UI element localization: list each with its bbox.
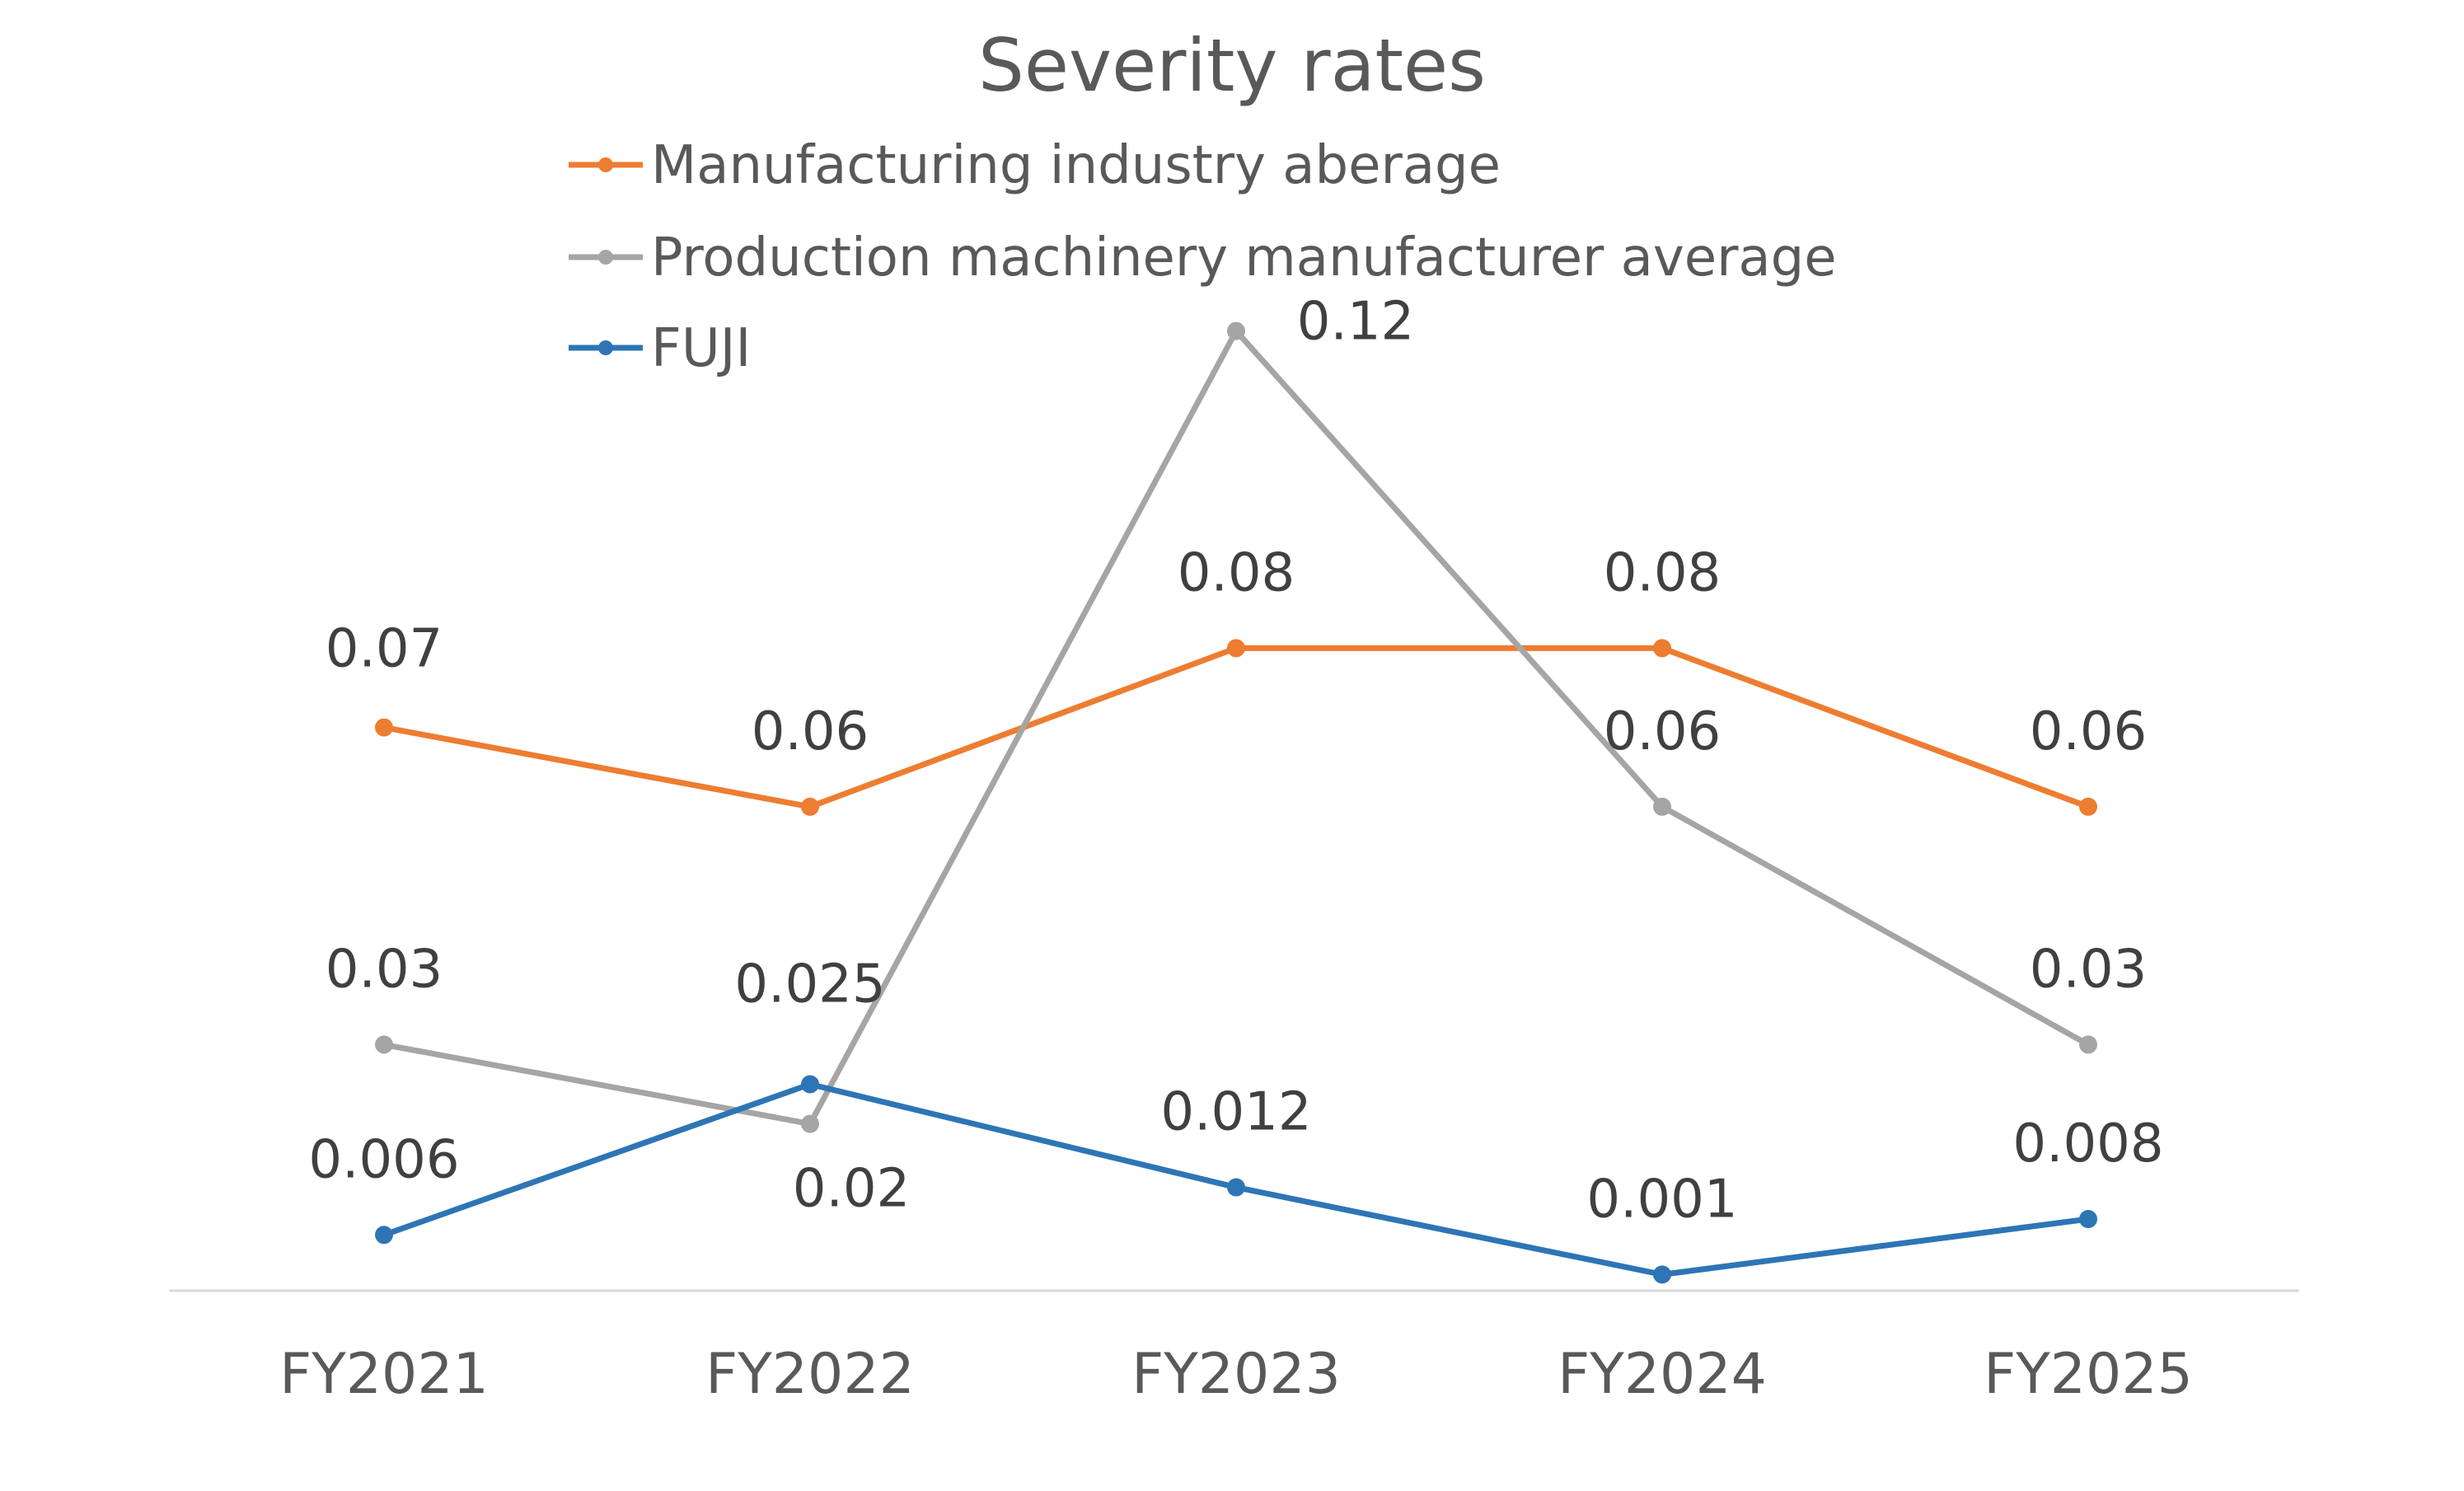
data-label: 0.08 [1604,542,1722,603]
x-tick-label: FY2025 [1984,1342,2193,1407]
data-point [801,1114,819,1133]
data-point [1653,797,1671,816]
data-point [375,718,393,737]
data-point [375,1035,393,1054]
data-point [1227,321,1245,340]
x-tick-label: FY2021 [279,1342,489,1407]
data-label: 0.02 [793,1159,911,1220]
series-line [383,328,2090,1128]
data-label: 0.06 [2030,701,2148,762]
data-label: 0.008 [2012,1114,2163,1175]
data-label: 0.03 [2030,939,2148,1000]
series-line [383,645,2090,810]
data-label: 0.03 [326,939,443,1000]
x-tick-labels: FY2021 FY2022 FY2023 FY2024 FY2025 [279,1342,2193,1407]
data-point [1653,639,1671,658]
data-point [1227,1178,1245,1197]
data-point [2079,1035,2097,1054]
legend: Manufacturing industry aberage Production… [569,135,1837,379]
data-label: 0.06 [1604,701,1722,762]
data-label: 0.006 [308,1129,459,1190]
data-point [1653,1265,1671,1284]
data-label: 0.06 [752,701,869,762]
data-point [375,1226,393,1245]
data-point [1227,639,1245,658]
data-label: 0.001 [1586,1169,1737,1230]
x-tick-label: FY2023 [1131,1342,1341,1407]
chart-title: Severity rates [978,23,1486,108]
series-1: 0.03 0.02 0.12 0.06 0.03 [326,292,2148,1220]
series-0: 0.07 0.06 0.08 0.08 0.06 [326,542,2148,816]
data-label: 0.07 [326,619,443,680]
legend-marker-2 [598,340,613,355]
data-label: 0.12 [1297,292,1415,353]
data-point [801,1075,819,1094]
legend-marker-1 [598,250,613,265]
data-point [801,797,819,816]
data-point [2079,797,2097,816]
data-label: 0.025 [734,954,885,1015]
legend-label-0: Manufacturing industry aberage [651,135,1501,196]
data-label: 0.08 [1178,542,1295,603]
series-layer: 0.070.060.08 0.080.060.030.020.120.060.03… [308,292,2164,1284]
data-point [2079,1210,2097,1229]
data-label: 0.012 [1160,1082,1311,1143]
legend-label-2: FUJI [651,318,751,379]
legend-marker-0 [598,157,613,172]
series-2: 0.006 0.025 0.012 0.001 0.008 [308,954,2164,1284]
legend-label-1: Production machinery manufacturer averag… [651,227,1837,288]
x-tick-label: FY2022 [705,1342,915,1407]
x-tick-label: FY2024 [1558,1342,1767,1407]
